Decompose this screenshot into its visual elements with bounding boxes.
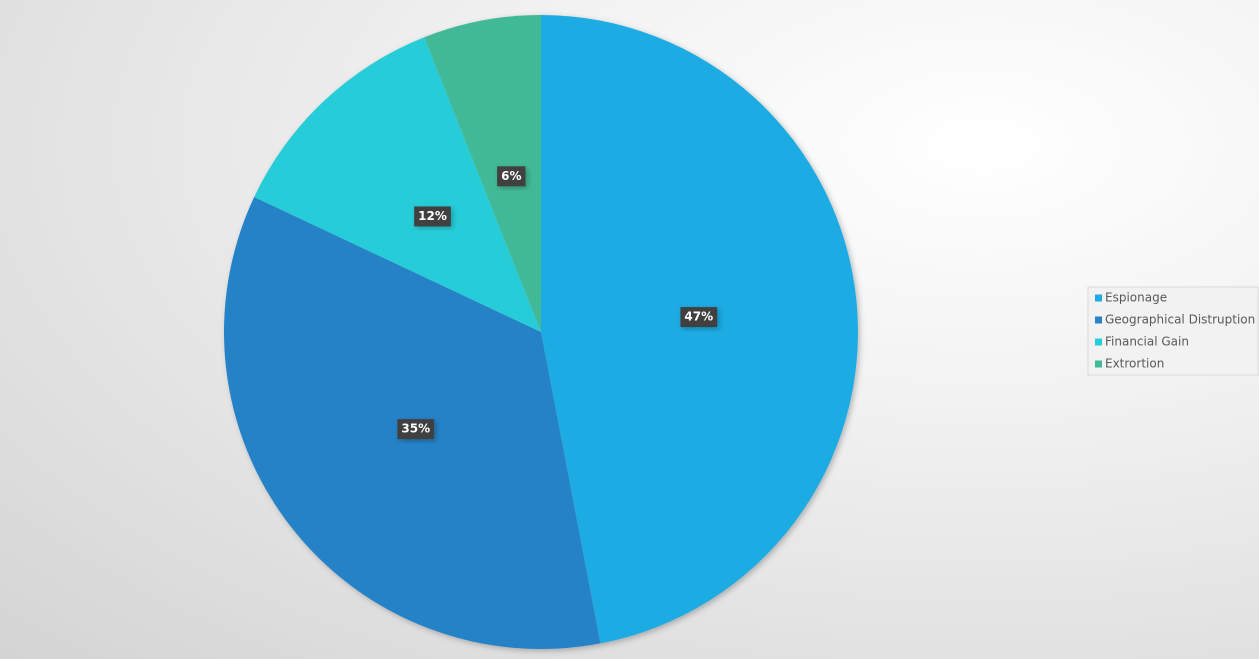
data-label-box	[397, 419, 435, 440]
legend-swatch	[1095, 338, 1102, 346]
data-label: 35%	[401, 422, 430, 436]
data-label: 47%	[684, 310, 713, 324]
data-label-box	[414, 206, 451, 227]
data-label-box	[497, 166, 526, 187]
legend-label: Espionage	[1105, 291, 1167, 305]
legend: Espionage Geographical Distruption Financi…	[1087, 286, 1259, 376]
legend-label: Geographical Distruption	[1105, 313, 1255, 327]
pie-slice	[541, 15, 859, 644]
pie-slice	[254, 37, 541, 332]
pie-slice	[424, 15, 541, 332]
legend-swatch	[1095, 316, 1102, 324]
legend-swatch	[1095, 360, 1102, 368]
data-label: 6%	[501, 169, 521, 183]
legend-label: Extrortion	[1105, 357, 1164, 371]
data-label: 12%	[418, 209, 447, 223]
legend-swatch	[1095, 294, 1102, 302]
data-labels: 47% 35% 12% 6%	[397, 166, 718, 440]
legend-label: Financial Gain	[1105, 335, 1189, 349]
legend-box	[1087, 286, 1259, 376]
data-label-box	[680, 307, 718, 328]
pie	[223, 15, 859, 650]
